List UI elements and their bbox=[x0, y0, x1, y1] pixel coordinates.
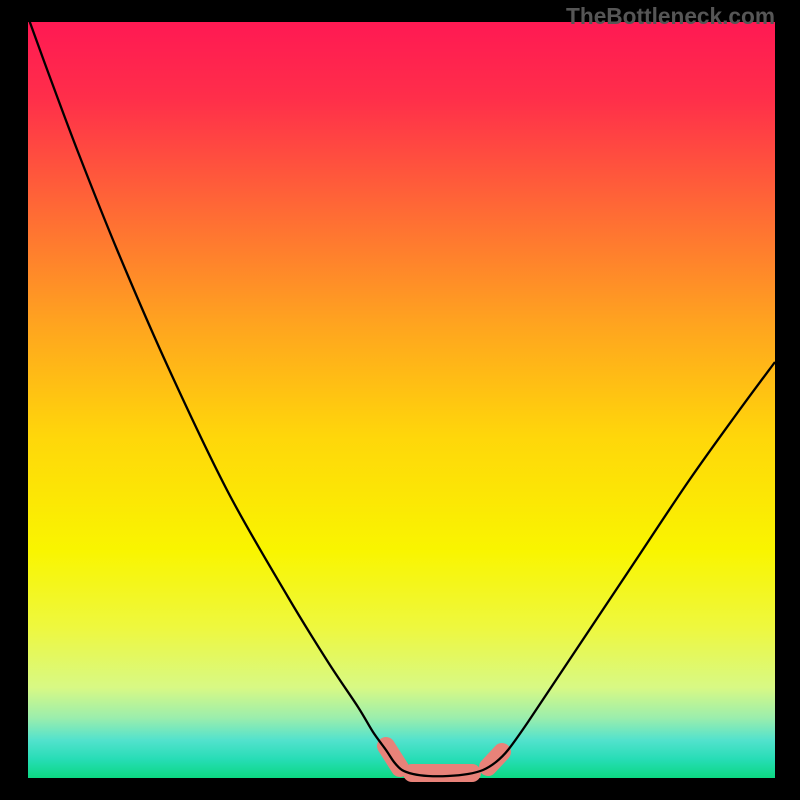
curve-layer bbox=[28, 22, 775, 778]
watermark-text: TheBottleneck.com bbox=[566, 3, 775, 30]
bottleneck-curve bbox=[28, 17, 775, 776]
plot-area bbox=[28, 22, 775, 778]
